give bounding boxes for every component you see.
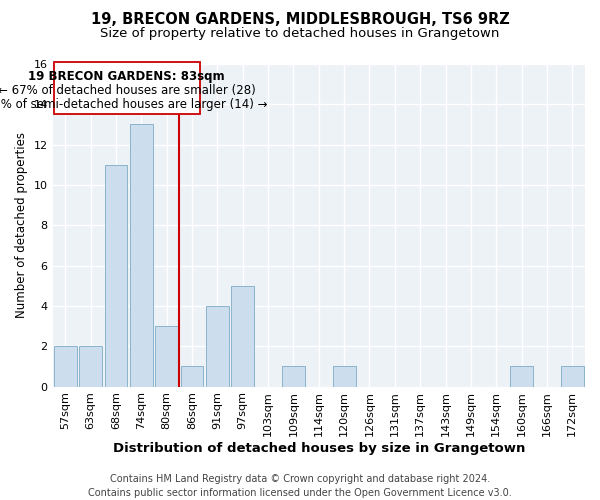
- Text: 33% of semi-detached houses are larger (14) →: 33% of semi-detached houses are larger (…: [0, 98, 268, 112]
- Text: 19 BRECON GARDENS: 83sqm: 19 BRECON GARDENS: 83sqm: [28, 70, 225, 83]
- Bar: [104, 165, 127, 386]
- Text: 19, BRECON GARDENS, MIDDLESBROUGH, TS6 9RZ: 19, BRECON GARDENS, MIDDLESBROUGH, TS6 9…: [91, 12, 509, 28]
- Bar: [561, 366, 584, 386]
- Bar: [155, 326, 178, 386]
- Bar: [130, 124, 152, 386]
- X-axis label: Distribution of detached houses by size in Grangetown: Distribution of detached houses by size …: [113, 442, 525, 455]
- Text: ← 67% of detached houses are smaller (28): ← 67% of detached houses are smaller (28…: [0, 84, 256, 98]
- Bar: [181, 366, 203, 386]
- Y-axis label: Number of detached properties: Number of detached properties: [15, 132, 28, 318]
- Bar: [282, 366, 305, 386]
- Bar: [206, 306, 229, 386]
- Bar: [54, 346, 77, 387]
- Bar: [333, 366, 356, 386]
- Text: Contains HM Land Registry data © Crown copyright and database right 2024.
Contai: Contains HM Land Registry data © Crown c…: [88, 474, 512, 498]
- Bar: [510, 366, 533, 386]
- Bar: [231, 286, 254, 386]
- Text: Size of property relative to detached houses in Grangetown: Size of property relative to detached ho…: [100, 28, 500, 40]
- Bar: [79, 346, 102, 387]
